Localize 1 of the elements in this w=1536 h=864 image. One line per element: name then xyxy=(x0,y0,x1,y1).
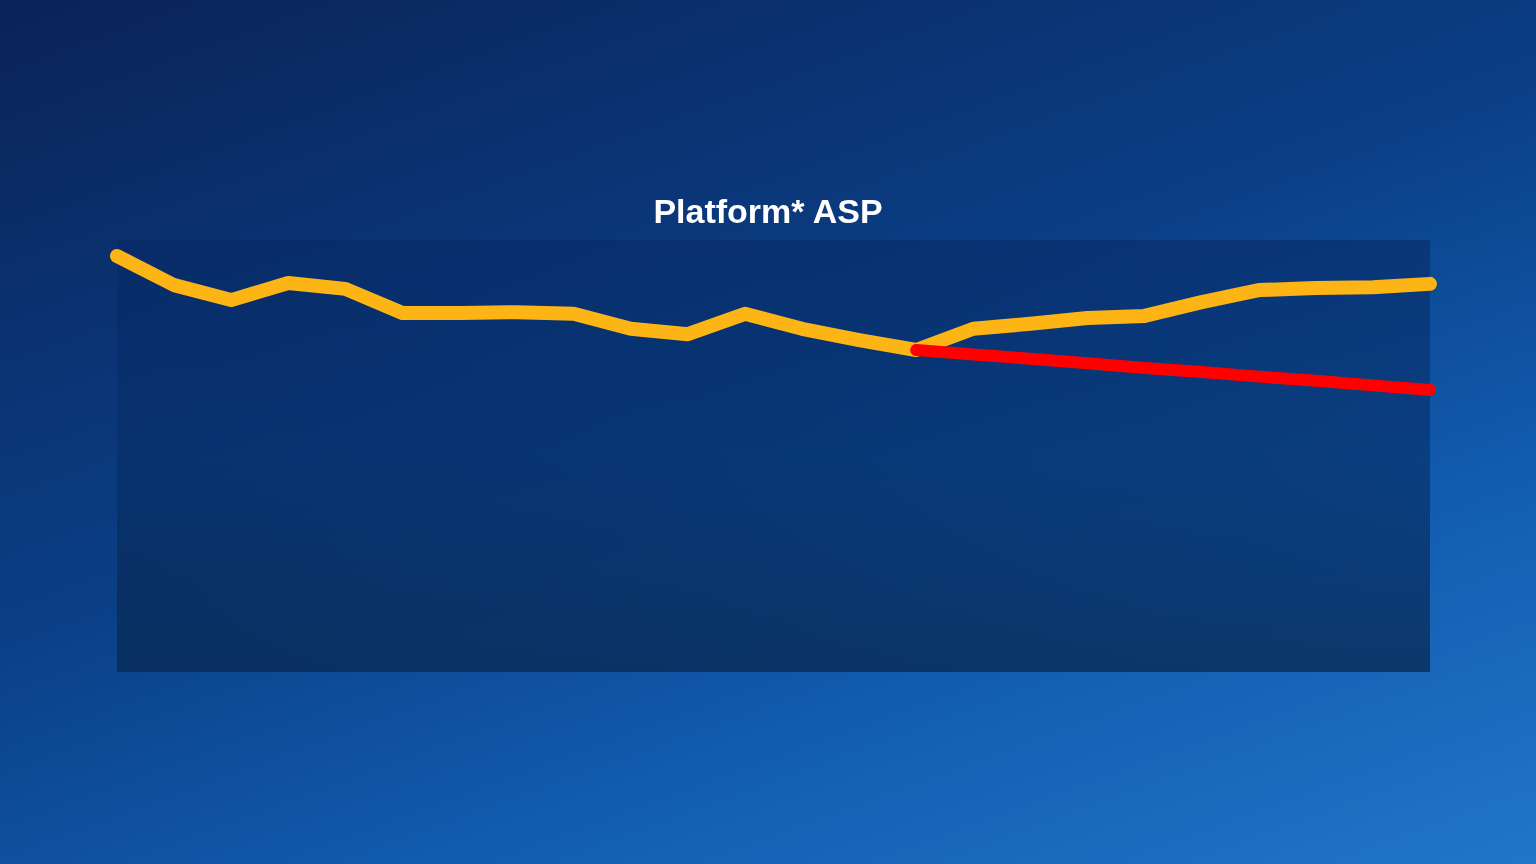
chart-title: Platform* ASP xyxy=(652,192,884,231)
